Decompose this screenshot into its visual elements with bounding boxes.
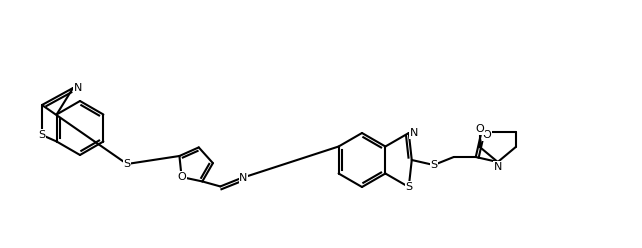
Text: O: O — [475, 124, 484, 134]
Text: N: N — [74, 83, 82, 93]
Text: O: O — [482, 130, 491, 140]
Text: N: N — [239, 173, 248, 184]
Text: N: N — [494, 162, 502, 172]
Text: S: S — [430, 160, 437, 170]
Text: S: S — [405, 182, 412, 192]
Text: N: N — [410, 128, 418, 138]
Text: S: S — [39, 130, 46, 140]
Text: O: O — [177, 172, 186, 182]
Text: S: S — [123, 159, 130, 169]
